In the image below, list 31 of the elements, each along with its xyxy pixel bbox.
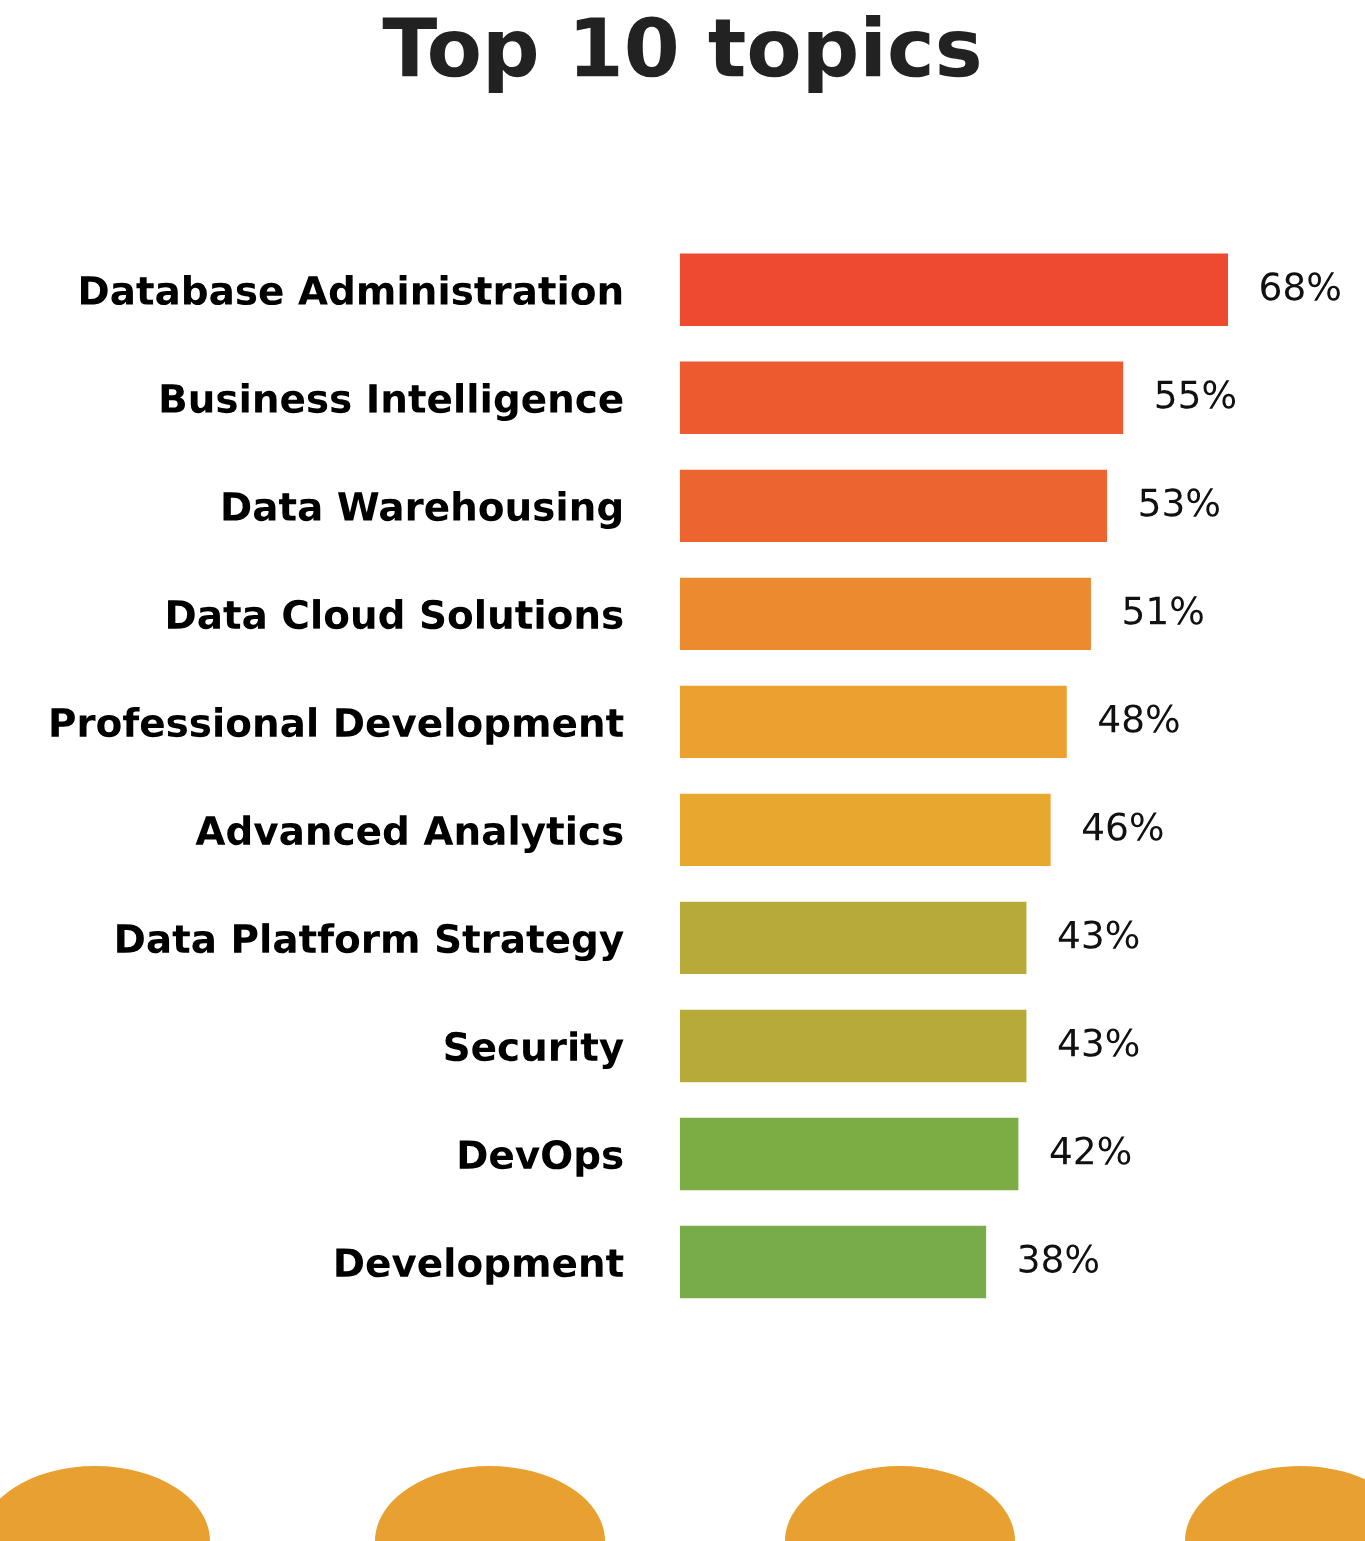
y-tick-label: Development (336, 1247, 624, 1285)
bar (679, 469, 1108, 543)
bar (679, 253, 1229, 326)
bar (679, 1225, 987, 1299)
y-tick-label: Database Administration (81, 275, 622, 306)
y-tick-label: Data Warehousing (223, 491, 621, 529)
y-tick-label: Advanced Analytics (195, 815, 623, 854)
data-label: 43% (1058, 920, 1139, 949)
data-label: 55% (1156, 380, 1236, 409)
chart-title: Top 10 topics (382, 14, 979, 93)
data-label: 43% (1058, 1028, 1139, 1057)
bar (679, 577, 1091, 651)
bar (679, 793, 1051, 867)
data-label: 53% (1140, 488, 1219, 517)
data-label: 38% (1019, 1244, 1098, 1273)
y-tick-label: DevOps (459, 1139, 623, 1177)
data-label: 42% (1050, 1136, 1131, 1165)
y-tick-label: Data Platform Strategy (117, 923, 624, 962)
data-label: 51% (1124, 596, 1203, 625)
bar (679, 1009, 1027, 1083)
bar (679, 1117, 1019, 1191)
data-label: 68% (1261, 272, 1340, 301)
bar (679, 361, 1124, 434)
y-tick-label: Business Intelligence (161, 383, 623, 421)
y-tick-label: Security (445, 1031, 624, 1070)
y-tick-label: Professional Development (51, 707, 624, 745)
data-label: 48% (1099, 704, 1179, 733)
bar (679, 685, 1067, 759)
y-tick-label: Data Cloud Solutions (168, 599, 623, 630)
data-label: 46% (1083, 812, 1163, 841)
bar (679, 901, 1027, 975)
